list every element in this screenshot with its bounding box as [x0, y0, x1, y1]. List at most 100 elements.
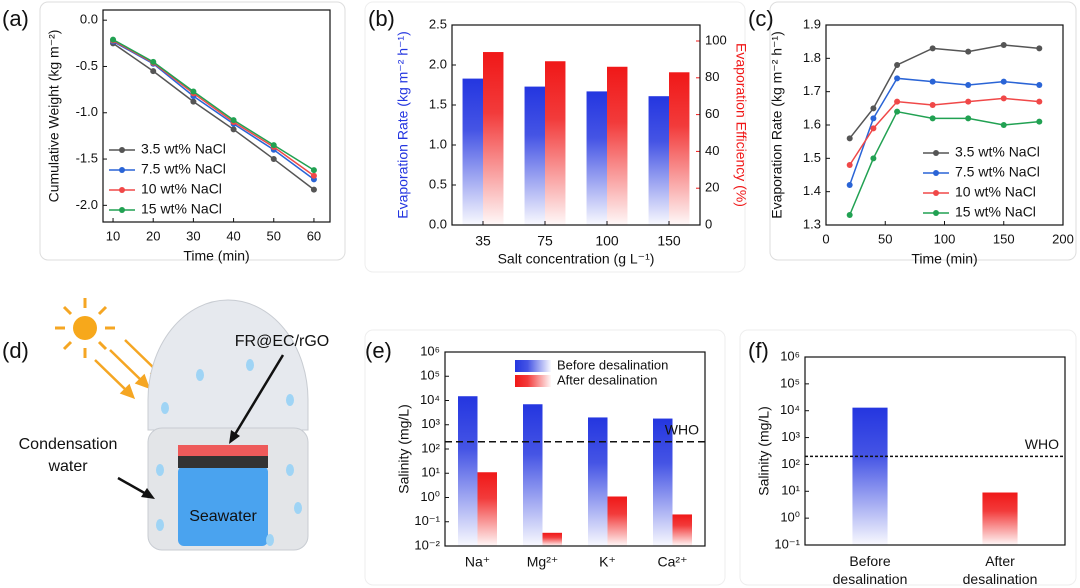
material-label: FR@EC/rGO [235, 333, 329, 350]
series-line [112, 40, 315, 181]
y-tick-label: 1.4 [803, 183, 821, 198]
data-point [929, 115, 936, 122]
series-line [112, 39, 315, 177]
x-tick-label: 50 [267, 228, 281, 243]
y-tick-label: 10² [781, 456, 800, 471]
legend-marker [119, 167, 125, 173]
data-point [310, 186, 317, 193]
x-tick-label: 150 [657, 233, 681, 249]
dome [147, 299, 309, 431]
y-tick-label: 10¹ [781, 483, 800, 498]
data-point [894, 98, 901, 105]
legend-label: 7.5 wt% NaCl [955, 164, 1040, 180]
x-tick-label: 200 [1052, 231, 1074, 246]
y-tick-label: -0.5 [76, 58, 98, 73]
bar [586, 91, 607, 226]
data-point [270, 142, 277, 149]
data-point [965, 115, 972, 122]
data-point [894, 108, 901, 115]
legend-label: 15 wt% NaCl [955, 204, 1036, 220]
y2-tick-label: 100 [705, 32, 727, 47]
data-point [870, 155, 877, 162]
data-point [870, 115, 877, 122]
panel-label: (d) [2, 338, 29, 363]
legend-label: 7.5 wt% NaCl [141, 161, 226, 177]
bar [462, 78, 483, 225]
data-point [965, 82, 972, 88]
x-tick-label: 35 [475, 233, 491, 249]
bar [545, 61, 566, 225]
legend-swatch [515, 360, 551, 372]
data-point [310, 172, 317, 179]
bar [542, 532, 562, 546]
y-tick-label: 1.7 [803, 83, 821, 98]
y-axis-label: Cumulative Weight (kg m⁻²) [46, 30, 62, 203]
series-line [112, 42, 315, 191]
x-axis-label: Time (min) [183, 248, 249, 264]
x-tick-label: 150 [993, 231, 1015, 246]
y-tick-label: 10³ [781, 429, 800, 444]
y-tick-label: 1.0 [429, 136, 447, 151]
legend-marker [933, 190, 939, 196]
bar [588, 417, 608, 546]
x-tick-label: 50 [878, 231, 892, 246]
x-tick-label: 40 [226, 228, 240, 243]
y2-axis-label: Evaporation Efficiency (%) [733, 43, 749, 207]
condensation-label: water [47, 458, 88, 475]
arrowhead [229, 430, 240, 444]
panel-frame [364, 329, 726, 586]
data-point [965, 48, 972, 55]
y-tick-label: 10⁶ [780, 348, 800, 363]
panel-label: (b) [368, 6, 395, 31]
y-tick-label: 2.5 [429, 16, 447, 31]
x-tick-label: 75 [537, 233, 553, 249]
arrowhead [141, 488, 155, 499]
x-axis-label: Time (min) [911, 251, 977, 267]
bar [982, 492, 1018, 545]
bar [653, 418, 673, 546]
legend-marker [933, 210, 939, 216]
reference-label: WHO [665, 421, 699, 437]
y-tick-label: 1.5 [429, 96, 447, 111]
data-point [190, 98, 197, 105]
sun [55, 298, 115, 358]
data-point [929, 102, 936, 108]
y-tick-label: 10⁵ [780, 375, 800, 390]
x-tick-label: 100 [934, 231, 956, 246]
y-tick-label: -1.0 [76, 104, 98, 119]
data-point [894, 62, 901, 68]
data-point [190, 88, 197, 95]
bar [607, 66, 628, 225]
y-tick-label: 10⁻¹ [414, 513, 440, 528]
x-tick-label: K⁺ [599, 554, 616, 570]
bar [669, 72, 690, 226]
legend-label: 15 wt% NaCl [141, 201, 222, 217]
y-tick-label: 10³ [421, 416, 440, 431]
data-point [1036, 118, 1043, 125]
arrow [117, 476, 149, 497]
y-tick-label: 1.3 [803, 216, 821, 231]
reference-label: WHO [1025, 436, 1059, 452]
y-tick-label: 10⁴ [780, 402, 800, 417]
x-tick-label: Before desalination [833, 553, 908, 587]
panel-label: (f) [748, 338, 769, 363]
y-tick-label: 10⁵ [420, 368, 440, 383]
y-tick-label: 10⁴ [420, 392, 440, 407]
plot-frame [825, 24, 1064, 226]
legend-marker [933, 170, 939, 176]
data-point [310, 167, 317, 174]
legend-marker [119, 207, 125, 213]
data-point [1036, 82, 1043, 88]
y-tick-label: 1.5 [803, 150, 821, 165]
x-tick-label: Na⁺ [465, 554, 490, 570]
data-point [1000, 42, 1007, 48]
y-tick-label: 10⁰ [420, 489, 440, 504]
data-point [1000, 78, 1007, 85]
y2-tick-label: 80 [705, 69, 719, 84]
y2-tick-label: 60 [705, 106, 719, 121]
data-point [846, 162, 853, 168]
y-tick-label: 1.8 [803, 50, 821, 65]
y-axis-label: Salinity (mg/L) [756, 406, 772, 495]
panel-label: (c) [748, 6, 774, 31]
